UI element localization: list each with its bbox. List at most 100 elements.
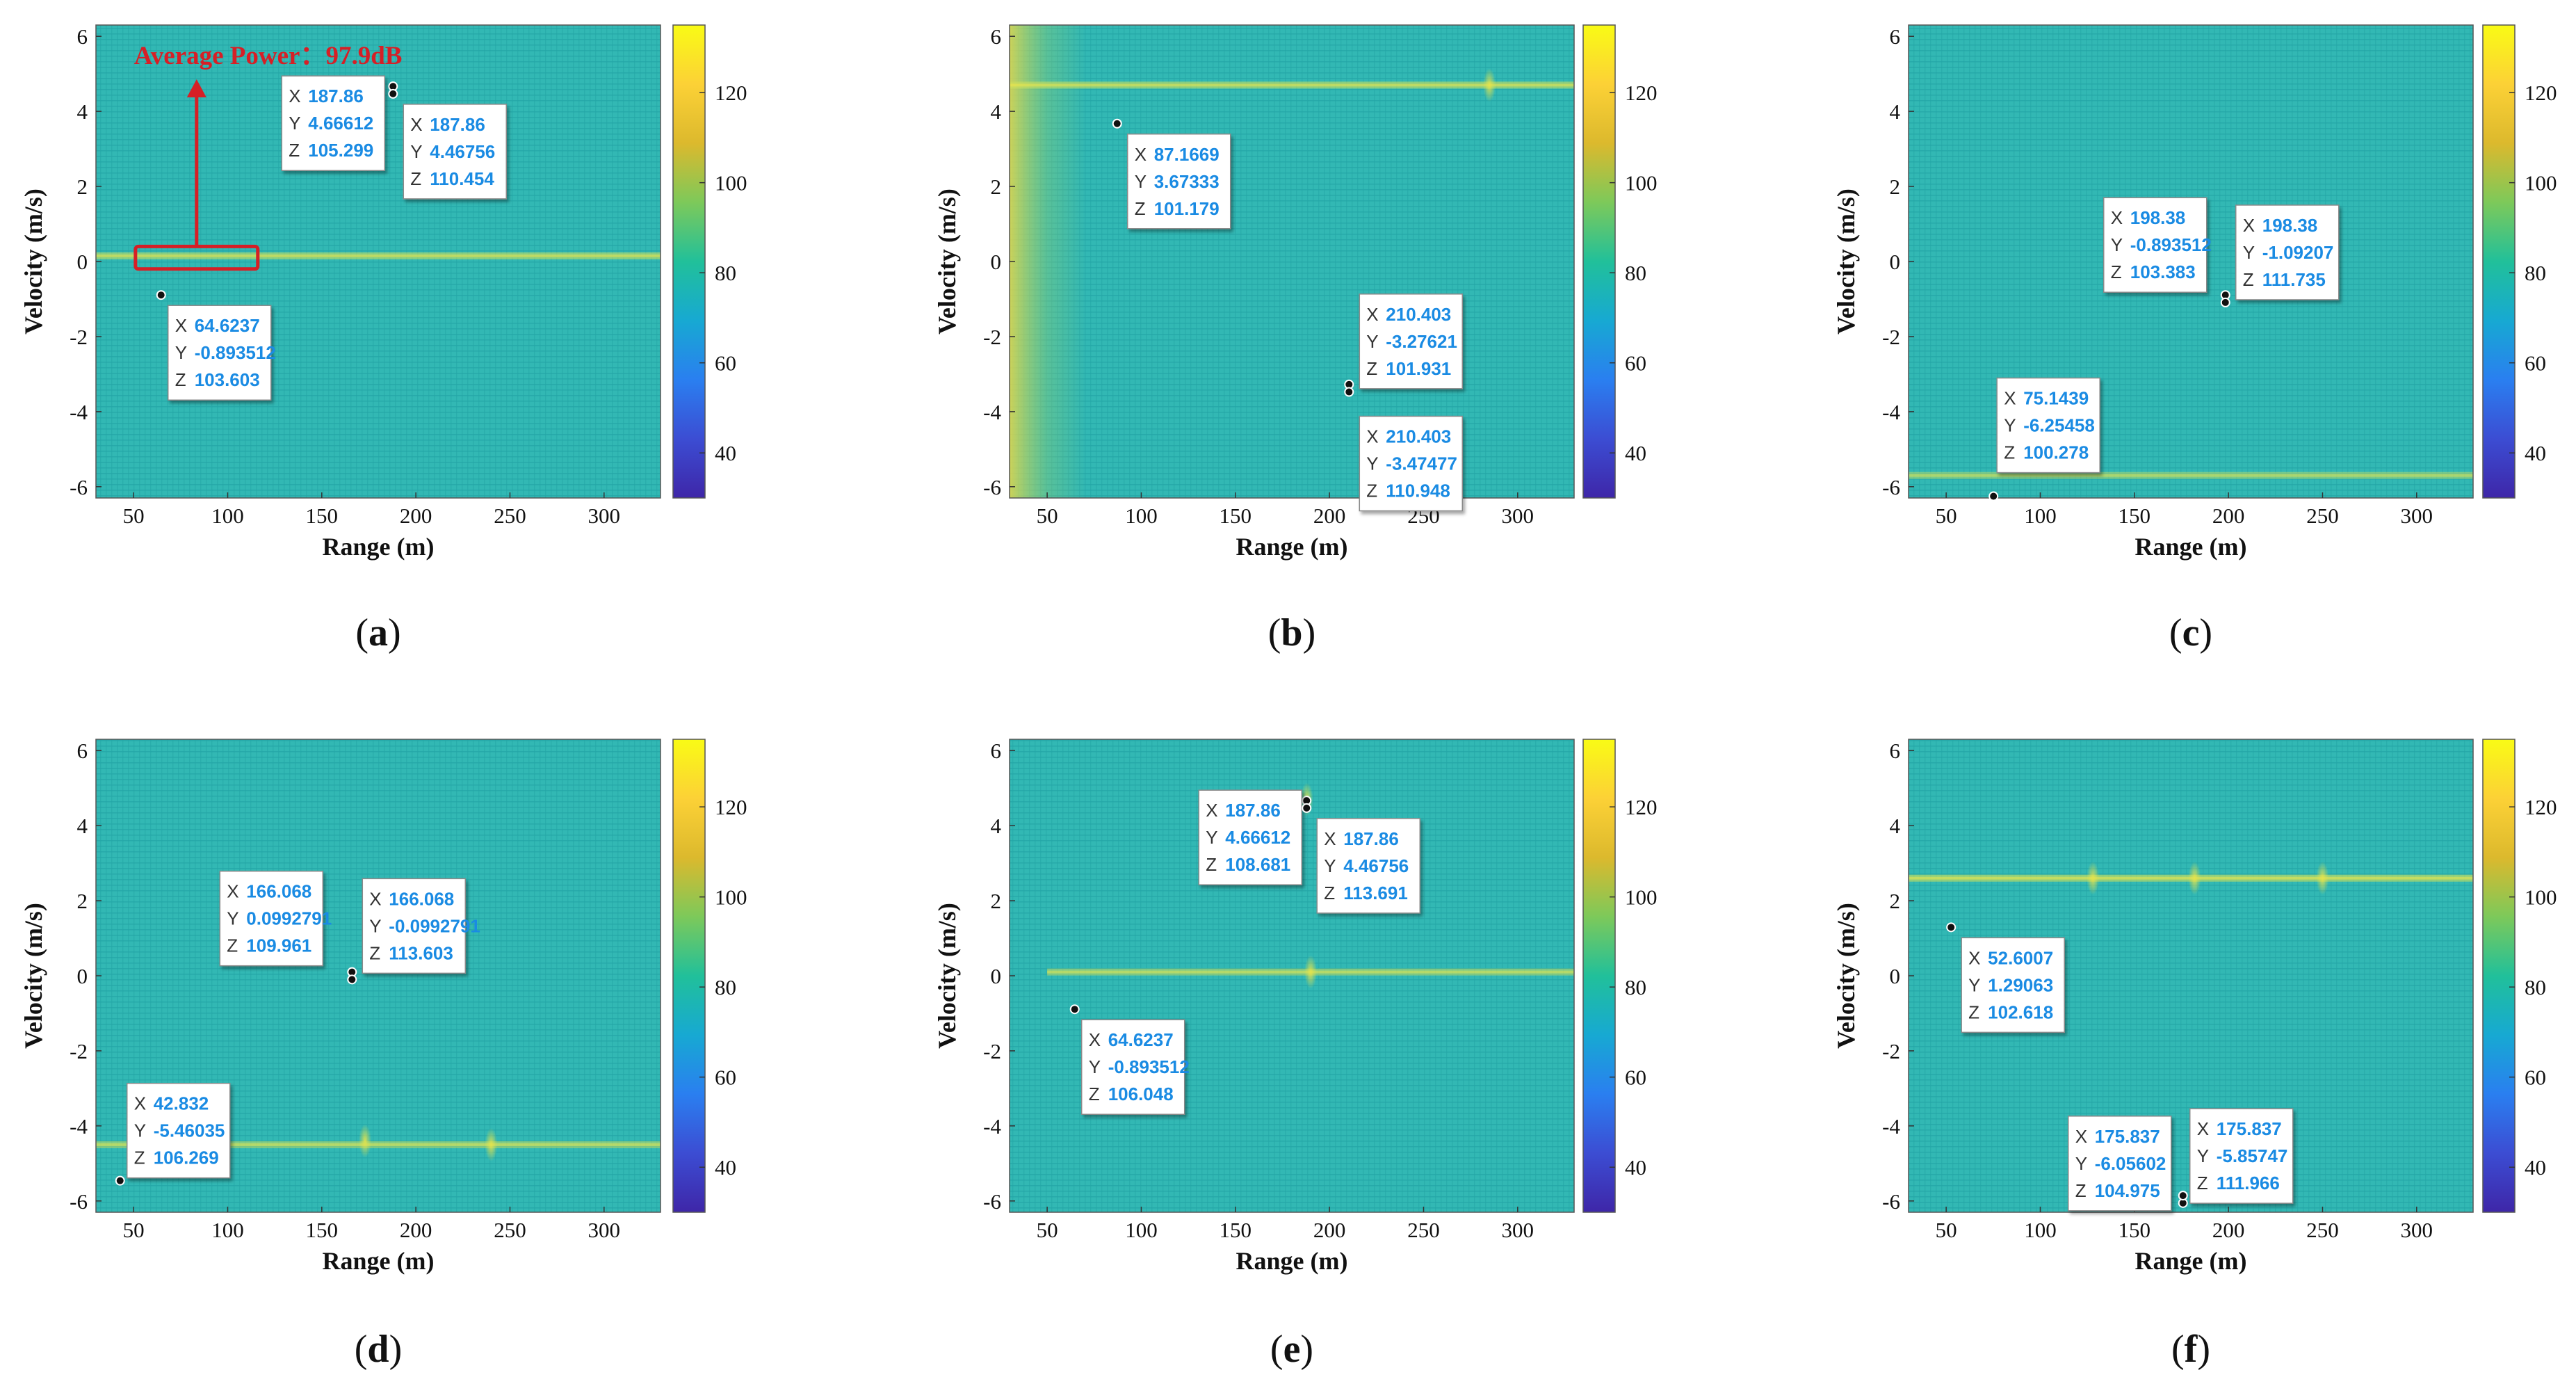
data-tip: X 198.38 Y -1.09207 Z 111.735: [2235, 204, 2340, 300]
data-tip-marker: [1946, 922, 1957, 933]
x-tick-label: 250: [1407, 1218, 1440, 1242]
data-tip-value: 113.603: [389, 942, 453, 963]
data-tip-key: Y: [2111, 234, 2123, 255]
y-tick-label: -4: [70, 400, 88, 424]
y-tick-label: 6: [1890, 739, 1901, 763]
x-tick-label: 50: [1037, 1218, 1058, 1242]
data-tip-key: X: [1366, 304, 1378, 325]
annotation-text: Average Power：97.9dB: [134, 42, 403, 70]
y-tick-label: -2: [983, 325, 1001, 349]
y-tick-label: 6: [991, 24, 1002, 49]
colorbar-tick-label: 80: [2525, 261, 2546, 285]
colorbar-tick-label: 60: [1625, 351, 1646, 376]
data-tip-key: X: [134, 1093, 146, 1114]
y-tick-label: -6: [983, 475, 1001, 499]
data-tip: X 175.837 Y -5.85747 Z 111.966: [2189, 1108, 2294, 1204]
data-tip-key: X: [1324, 828, 1336, 849]
data-tip-key: Y: [1324, 855, 1336, 876]
data-tip-value: 109.961: [246, 935, 311, 956]
heatmap-streak-core: [1010, 83, 1574, 87]
panel-c: 50 100 150 200 250 300 -6 -4 -2 0 2 4 6 Range (m) Velo…: [1832, 24, 2557, 654]
panel-label: (f): [2171, 1328, 2210, 1371]
colorbar-tick-label: 120: [715, 81, 747, 105]
y-tick-label: -2: [70, 325, 88, 349]
x-tick-label: 300: [2401, 1218, 2433, 1242]
heatmap-hotspot: [359, 1124, 372, 1158]
colorbar-tick-label: 60: [2525, 351, 2546, 376]
x-tick-label: 250: [2306, 504, 2339, 528]
data-tip: X 64.6237 Y -0.893512 Z 106.048: [1080, 1019, 1190, 1115]
data-tip-value: 1.29063: [1988, 974, 2053, 995]
data-tip-value: -5.46035: [154, 1120, 225, 1141]
data-tip-box: [362, 878, 467, 974]
data-tip-value: 110.454: [430, 168, 494, 189]
x-tick-label: 50: [1037, 504, 1058, 528]
y-tick-label: 0: [1890, 250, 1901, 274]
data-tip-marker: [347, 974, 357, 985]
heatmap-hotspot: [485, 1127, 498, 1161]
heatmap-streak-core: [96, 1143, 661, 1146]
y-tick-label: -2: [1882, 1039, 1900, 1063]
panel-f: 50 100 150 200 250 300 -6 -4 -2 0 2 4 6 Range (m) Velo…: [1832, 739, 2557, 1371]
y-axis-label: Velocity (m/s): [19, 188, 47, 335]
panel-d: 50 100 150 200 250 300 -6 -4 -2 0 2 4 6 Range (m) Velo…: [19, 739, 747, 1371]
x-tick-label: 100: [211, 504, 244, 528]
data-tip-key: Y: [369, 915, 381, 936]
colorbar-tick-label: 100: [715, 171, 747, 195]
colorbar: [2482, 24, 2516, 499]
data-tip-key: Z: [134, 1148, 145, 1168]
data-tip-value: -6.25458: [2023, 415, 2095, 436]
colorbar-tick-label: 40: [2525, 441, 2546, 465]
data-tip-key: X: [175, 315, 187, 336]
x-tick-label: 200: [2212, 1218, 2245, 1242]
data-tip-value: -3.47477: [1386, 453, 1457, 474]
data-tip: X 210.403 Y -3.47477 Z 110.948: [1359, 415, 1464, 512]
colorbar: [1582, 739, 1616, 1213]
data-tip-value: 111.735: [2262, 269, 2326, 290]
data-tip-value: 166.068: [389, 888, 454, 909]
heatmap-field: [1010, 25, 1574, 498]
data-tip-box: [2103, 197, 2208, 293]
data-tip-key: Y: [227, 908, 238, 929]
data-tip-value: 187.86: [1225, 800, 1281, 821]
data-tip-value: 0.0992791: [246, 908, 332, 929]
x-tick-label: 200: [400, 1218, 432, 1242]
data-tip-box: [1198, 789, 1303, 885]
y-tick-label: -4: [983, 400, 1001, 424]
y-tick-label: -4: [70, 1114, 88, 1138]
data-tip-value: 104.975: [2095, 1180, 2160, 1201]
x-tick-label: 50: [1936, 1218, 1957, 1242]
data-tip-box: [1961, 937, 2065, 1033]
data-tip: X 42.832 Y -5.46035 Z 106.269: [126, 1082, 231, 1179]
data-tip-key: X: [410, 114, 422, 135]
data-tip: X 210.403 Y -3.27621 Z 101.931: [1359, 293, 1464, 389]
y-tick-label: -6: [983, 1189, 1001, 1214]
data-tip-value: 187.86: [1343, 828, 1399, 849]
data-tip-value: 103.383: [2130, 262, 2196, 282]
panel-label: (e): [1270, 1328, 1313, 1371]
x-tick-label: 250: [2306, 1218, 2339, 1242]
data-tip-value: 210.403: [1386, 426, 1451, 447]
colorbar: [672, 739, 706, 1213]
y-tick-label: 4: [1890, 99, 1901, 124]
data-tip-value: -0.0992791: [389, 915, 480, 936]
y-tick-label: 2: [991, 889, 1002, 913]
data-tip-value: 106.269: [154, 1148, 219, 1168]
heatmap-hotspot: [2316, 861, 2329, 895]
panel-label: (d): [355, 1328, 402, 1371]
colorbar-tick-label: 100: [715, 885, 747, 910]
data-tip-key: Y: [1366, 453, 1378, 474]
y-tick-label: 6: [1890, 24, 1901, 49]
y-tick-label: 2: [991, 175, 1002, 199]
data-tip-key: Y: [175, 342, 187, 363]
heatmap-streak: [96, 252, 661, 259]
data-tip: X 166.068 Y -0.0992791 Z 113.603: [362, 878, 480, 974]
data-tip: X 52.6007 Y 1.29063 Z 102.618: [1961, 937, 2065, 1033]
y-tick-label: 6: [77, 24, 88, 49]
colorbar-tick-label: 100: [2525, 171, 2557, 195]
data-tip-value: 87.1669: [1154, 144, 1220, 165]
colorbar-tick-label: 80: [1625, 975, 1646, 999]
y-tick-label: 4: [77, 814, 88, 838]
data-tip-box: [1996, 377, 2100, 474]
